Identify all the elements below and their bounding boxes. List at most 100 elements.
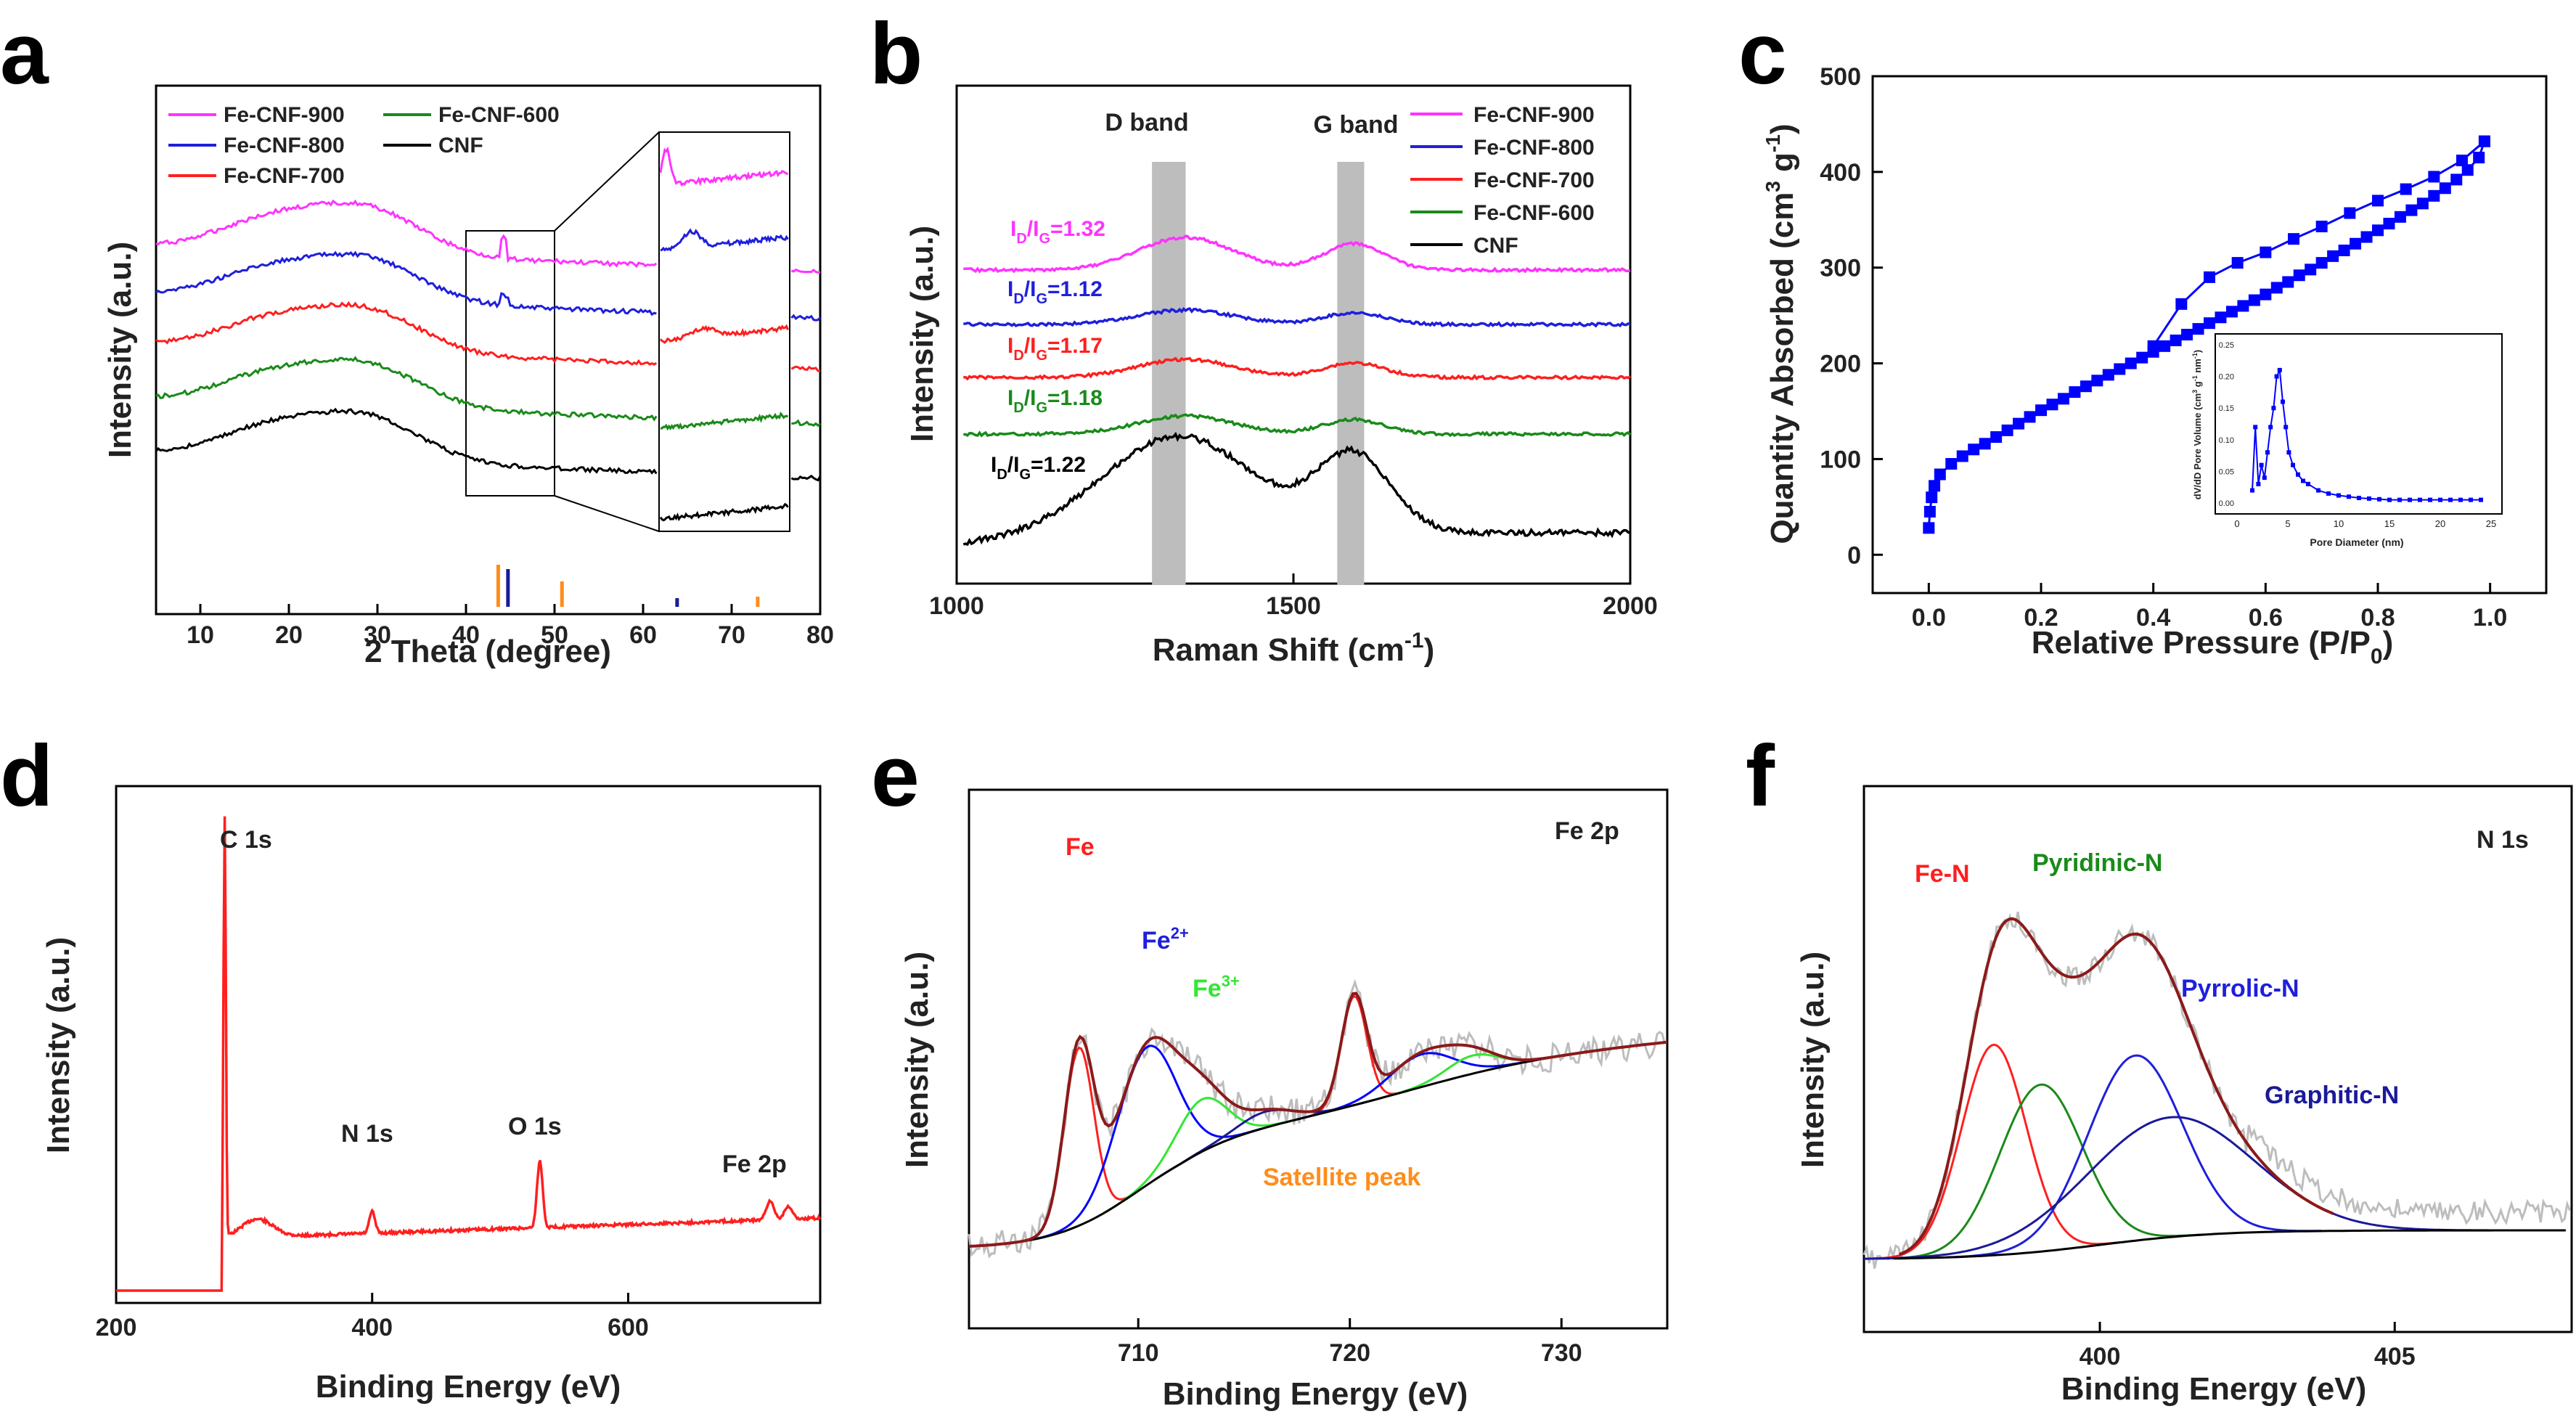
x-tick-label: 80	[806, 621, 834, 649]
panel-b-xlabel-end: )	[1424, 632, 1435, 668]
adsorption-point	[2159, 340, 2171, 352]
ratio-label: ID/IG=1.32	[1010, 217, 1105, 247]
adsorption-point	[2125, 357, 2137, 369]
g-band-highlight	[1337, 162, 1365, 585]
panel-f-plot: 400 405	[1863, 911, 2571, 1370]
reference-bar	[756, 597, 760, 607]
inset-point	[2397, 497, 2402, 502]
adsorption-point	[2237, 300, 2249, 312]
inset-point	[2357, 496, 2361, 501]
inset-ylabel-sup3: -1	[2191, 353, 2199, 359]
ratio-label-part: I	[991, 453, 997, 477]
ratio-label-part: D	[1016, 231, 1026, 247]
adsorption-point	[1979, 438, 1991, 450]
series-line-fe-cnf-800	[155, 250, 657, 316]
adsorption-point	[2461, 164, 2474, 176]
panel-b-xlabel-sup: -1	[1404, 629, 1424, 653]
peak-label-c1s: C 1s	[220, 826, 272, 854]
panel-a: a 10 20 30 40 50 60 70 80 Fe-CNF-900 Fe-CNF-800…	[0, 5, 834, 669]
raw-data-line	[968, 978, 1666, 1259]
inset-point	[2306, 481, 2310, 486]
adsorption-point	[2315, 257, 2328, 269]
panel-e-label: e	[871, 727, 920, 825]
inset-ylabel-text: dV/dD Pore Volume (cm	[2192, 393, 2203, 499]
x-tick-label: 400	[351, 1314, 393, 1341]
x-tick-label: 0.8	[2360, 604, 2395, 632]
x-tick-label: 40	[452, 621, 480, 649]
desorption-point	[2315, 221, 2328, 233]
reference-bar	[496, 565, 500, 607]
reference-bar	[560, 581, 564, 607]
inset-y-tick-label: 0.05	[2219, 467, 2234, 476]
ratio-label: ID/IG=1.18	[1007, 386, 1103, 416]
pyrrolic-n-component	[1946, 1054, 2322, 1259]
ratio-label-part: I	[1007, 277, 1013, 301]
panel-a-ylabel: Intensity (a.u.)	[102, 242, 138, 458]
adsorption-point	[2136, 351, 2148, 364]
desorption-point	[2204, 271, 2215, 283]
x-tick-label: 730	[1541, 1339, 1582, 1367]
y-tick-label: 400	[1820, 159, 1861, 187]
inset-ylabel-mid: g	[2192, 381, 2203, 390]
x-tick-label: 50	[541, 621, 568, 649]
x-tick-label: 400	[2080, 1343, 2121, 1370]
desorption-point	[2344, 207, 2356, 219]
y-tick-label: 200	[1820, 351, 1861, 378]
adsorption-point	[2204, 317, 2215, 330]
inset-y-tick-label: 0.15	[2219, 404, 2234, 413]
x-tick-label: 30	[364, 621, 391, 649]
adsorption-point	[2024, 411, 2036, 423]
panel-e-frame	[968, 788, 1669, 1330]
d-band-label: D band	[1105, 109, 1188, 136]
inset-point	[2428, 497, 2432, 502]
panel-f-label: f	[1746, 727, 1775, 825]
inset-point	[2256, 481, 2261, 486]
adsorption-point	[2181, 329, 2193, 340]
adsorption-point	[2114, 363, 2126, 375]
envelope-line	[968, 992, 1668, 1248]
peak-label-n1s: N 1s	[341, 1120, 393, 1148]
zoom-connector	[554, 131, 660, 232]
label-pyridinic-n: Pyridinic-N	[2032, 849, 2162, 877]
inset-point	[2387, 497, 2392, 502]
ratio-label-part: D	[1013, 291, 1023, 307]
panel-e-xlabel: Binding Energy (eV)	[1163, 1376, 1468, 1412]
adsorption-point	[2192, 323, 2204, 335]
adsorption-point	[2001, 424, 2013, 436]
adsorption-point	[2215, 311, 2227, 324]
desorption-point	[2288, 233, 2299, 245]
label-fe3-text: Fe	[1193, 975, 1222, 1002]
fe-component	[1019, 1046, 1137, 1243]
legend-fe-cnf-600: Fe-CNF-600	[438, 103, 560, 127]
series-line-fe-cnf-900	[155, 199, 658, 269]
panel-d-frame	[115, 785, 822, 1304]
zoom-connector	[554, 495, 660, 532]
inset-point	[2291, 462, 2295, 467]
peak-label-o1s: O 1s	[508, 1113, 562, 1140]
ratio-label-part: /I	[1024, 386, 1036, 410]
desorption-point	[2428, 171, 2440, 183]
label-satellite: Satellite peak	[1263, 1164, 1420, 1191]
g-band-label: G band	[1313, 111, 1398, 139]
panel-c-xlabel-sub: 0	[2371, 645, 2383, 669]
panel-d-label: d	[0, 727, 53, 825]
ratio-label-part: =1.32	[1050, 217, 1105, 241]
desorption-point	[2231, 257, 2244, 269]
ratio-label-part: I	[1007, 334, 1013, 358]
inset-point	[2448, 497, 2453, 502]
panel-c-xlabel-text: Relative Pressure (P/P	[2032, 625, 2371, 661]
desorption-point	[2456, 155, 2468, 167]
ratio-label-part: G	[1039, 231, 1050, 247]
y-tick-label: 100	[1820, 446, 1861, 473]
inset-point	[2250, 488, 2254, 493]
panel-e-ylabel: Intensity (a.u.)	[899, 952, 935, 1168]
inset-point	[2262, 475, 2267, 481]
inset-point	[2479, 497, 2483, 502]
inset-point	[2469, 497, 2473, 502]
adsorption-point	[2170, 334, 2182, 346]
ratio-label-part: G	[1036, 348, 1047, 364]
label-fe-n: Fe-N	[1915, 860, 1970, 888]
panel-a-label: a	[0, 5, 49, 102]
inset-y-tick-label: 0.20	[2219, 373, 2234, 382]
series-line-fe-cnf-900-tail	[790, 268, 821, 274]
